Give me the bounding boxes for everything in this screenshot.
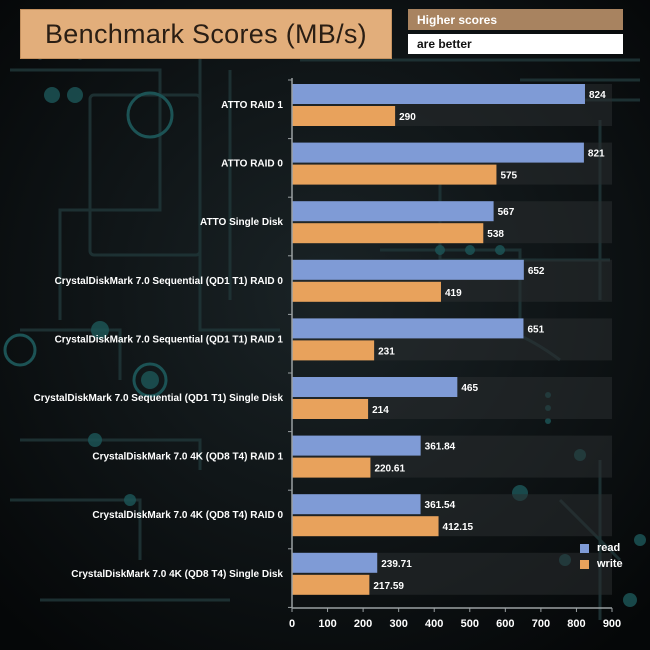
value-label-write: 538 bbox=[487, 229, 504, 240]
category-label: ATTO RAID 1 bbox=[221, 100, 283, 111]
higher-scores-note: Higher scores bbox=[408, 9, 623, 30]
chart-title: Benchmark Scores (MB/s) bbox=[20, 9, 392, 59]
legend-swatch-read bbox=[580, 543, 589, 553]
value-label-read: 239.71 bbox=[381, 559, 412, 570]
value-label-read: 824 bbox=[589, 90, 606, 101]
bar-write bbox=[292, 340, 375, 361]
category-label: CrystalDiskMark 7.0 4K (QD8 T4) RAID 0 bbox=[92, 510, 283, 521]
bar-write bbox=[292, 516, 439, 537]
x-tick-label: 200 bbox=[354, 618, 372, 630]
bar-write bbox=[292, 399, 369, 419]
bar-read bbox=[292, 435, 421, 456]
value-label-write: 217.59 bbox=[373, 581, 404, 592]
category-label: CrystalDiskMark 7.0 Sequential (QD1 T1) … bbox=[55, 276, 284, 287]
value-label-write: 419 bbox=[445, 288, 462, 299]
bar-write bbox=[292, 106, 396, 126]
value-label-write: 214 bbox=[372, 405, 389, 416]
value-label-read: 361.84 bbox=[425, 442, 456, 453]
x-tick-label: 600 bbox=[496, 618, 514, 630]
bar-read bbox=[292, 259, 524, 280]
legend: read write bbox=[580, 540, 640, 572]
value-label-read: 361.54 bbox=[425, 500, 456, 511]
value-label-read: 567 bbox=[498, 207, 515, 218]
x-tick-label: 0 bbox=[289, 618, 295, 630]
category-label: ATTO RAID 0 bbox=[221, 159, 283, 170]
bar-write bbox=[292, 457, 371, 478]
bar-read bbox=[292, 377, 458, 397]
x-tick-label: 300 bbox=[389, 618, 407, 630]
bar-write bbox=[292, 164, 497, 185]
x-tick-label: 900 bbox=[603, 618, 621, 630]
category-label: CrystalDiskMark 7.0 4K (QD8 T4) RAID 1 bbox=[92, 452, 283, 463]
category-label: CrystalDiskMark 7.0 4K (QD8 T4) Single D… bbox=[71, 569, 283, 580]
x-tick-label: 800 bbox=[567, 618, 585, 630]
value-label-write: 290 bbox=[399, 112, 416, 123]
value-label-write: 220.61 bbox=[374, 464, 405, 475]
x-tick-label: 500 bbox=[461, 618, 479, 630]
x-tick-label: 700 bbox=[532, 618, 550, 630]
value-label-write: 412.15 bbox=[443, 522, 474, 533]
legend-label-write: write bbox=[597, 558, 623, 570]
value-label-read: 821 bbox=[588, 149, 605, 160]
bar-write bbox=[292, 574, 370, 595]
value-label-read: 652 bbox=[528, 266, 545, 277]
category-label: CrystalDiskMark 7.0 Sequential (QD1 T1) … bbox=[33, 393, 283, 404]
bar-write bbox=[292, 281, 441, 302]
x-tick-label: 400 bbox=[425, 618, 443, 630]
bar-read bbox=[292, 552, 378, 573]
legend-swatch-write bbox=[580, 559, 589, 569]
legend-label-read: read bbox=[597, 542, 621, 554]
bar-read bbox=[292, 142, 584, 163]
category-label: CrystalDiskMark 7.0 Sequential (QD1 T1) … bbox=[55, 334, 284, 345]
x-tick-label: 100 bbox=[318, 618, 336, 630]
bar-read bbox=[292, 84, 585, 104]
bar-write bbox=[292, 223, 484, 244]
value-label-write: 231 bbox=[378, 346, 395, 357]
value-label-read: 465 bbox=[461, 383, 478, 394]
bar-read bbox=[292, 494, 421, 515]
bar-read bbox=[292, 318, 524, 339]
category-label: ATTO Single Disk bbox=[200, 217, 283, 228]
value-label-read: 651 bbox=[527, 324, 544, 335]
value-label-write: 575 bbox=[500, 171, 517, 182]
are-better-note: are better bbox=[408, 34, 623, 54]
legend-item-read: read bbox=[580, 540, 640, 556]
bar-read bbox=[292, 201, 494, 222]
legend-item-write: write bbox=[580, 556, 640, 572]
